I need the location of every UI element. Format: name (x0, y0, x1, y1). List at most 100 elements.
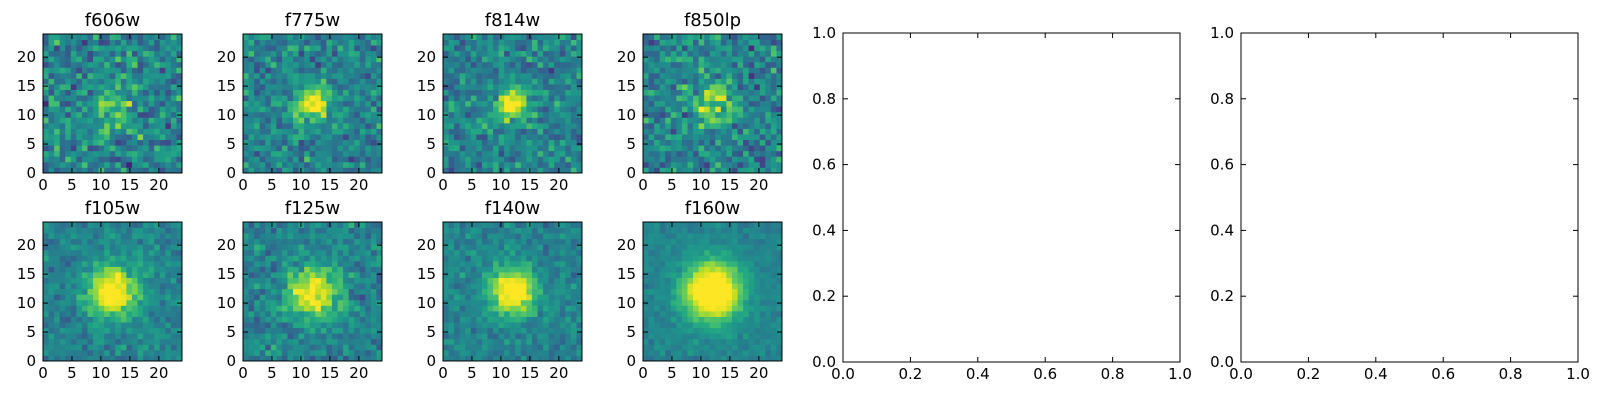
heatmap-cell (365, 34, 372, 40)
heatmap-cell (265, 50, 272, 57)
heatmap-cell (376, 39, 383, 46)
heatmap-cell (476, 50, 483, 57)
heatmap-cell (331, 39, 338, 46)
heatmap-cell (531, 255, 538, 262)
heatmap-cell (681, 283, 688, 290)
heatmap-cell (93, 322, 99, 329)
heatmap-cell (243, 316, 249, 323)
heatmap-cell (265, 338, 272, 345)
heatmap-cell (154, 316, 161, 323)
heatmap-cell (270, 145, 277, 152)
heatmap-cell (248, 294, 255, 301)
heatmap-cell (54, 78, 61, 85)
heatmap-cell (81, 117, 88, 124)
heatmap-cell (148, 333, 155, 340)
heatmap-cell (359, 277, 366, 284)
heatmap-cell (254, 78, 261, 85)
heatmap-cell (243, 145, 249, 152)
heatmap-cell (81, 288, 88, 295)
heatmap-cell (93, 327, 99, 334)
heatmap-cell (93, 260, 99, 267)
heatmap-cell (304, 222, 311, 228)
heatmap-cell (287, 89, 294, 96)
heatmap-cell (765, 95, 772, 102)
heatmap-cell (315, 244, 322, 251)
heatmap-cell (476, 288, 483, 295)
heatmap-cell (687, 111, 694, 118)
heatmap-cell (554, 150, 561, 157)
heatmap-cell (120, 233, 127, 240)
heatmap-cell (548, 255, 555, 262)
heatmap-cell (337, 122, 344, 129)
heatmap-cell (448, 72, 455, 79)
heatmap-cell (48, 111, 55, 118)
heatmap-cell (576, 56, 583, 63)
heatmap-cell (65, 272, 72, 278)
heatmap-cell (109, 327, 116, 334)
heatmap-cell (81, 283, 88, 290)
heatmap-cell (309, 167, 316, 174)
heatmap-cell (648, 56, 655, 63)
heatmap-cell (293, 56, 299, 63)
heatmap-cell (326, 139, 333, 146)
heatmap-cell (165, 222, 172, 228)
heatmap-cell (287, 244, 294, 251)
heatmap-cell (354, 122, 361, 129)
heatmap-cell (665, 277, 672, 284)
heatmap-cell (676, 310, 683, 317)
heatmap-cell (287, 316, 294, 323)
heatmap-cell (376, 288, 383, 295)
heatmap-cell (165, 56, 172, 63)
heatmap-cell (676, 67, 683, 74)
heatmap-cell (537, 128, 544, 135)
heatmap-cell (548, 266, 555, 273)
heatmap-cell (326, 61, 333, 68)
heatmap-cell (359, 134, 366, 141)
heatmap-cell (520, 310, 527, 317)
heatmap-cell (65, 161, 72, 168)
heatmap-cell (709, 117, 716, 124)
heatmap-cell (704, 100, 711, 107)
heatmap-cell (509, 227, 516, 234)
heatmap-cell (698, 316, 705, 323)
heatmap-cell (676, 78, 683, 85)
heatmap-cell (526, 249, 533, 256)
heatmap-cell (548, 39, 555, 46)
heatmap-cell (143, 34, 150, 40)
heatmap-cell (304, 106, 311, 113)
heatmap-cell (109, 128, 116, 135)
heatmap-cell (131, 260, 138, 267)
heatmap-cell (448, 305, 455, 312)
heatmap-cell (515, 238, 522, 245)
heatmap-cell (348, 139, 355, 146)
heatmap-cell (170, 134, 177, 141)
heatmap-cell (326, 56, 333, 63)
heatmap-cell (765, 117, 772, 124)
heatmap-cell (43, 39, 49, 46)
heatmap-cell (254, 106, 261, 113)
heatmap-cell (359, 283, 366, 290)
heatmap-cell (298, 72, 305, 79)
heatmap-cell (98, 338, 105, 345)
heatmap-cell (120, 260, 127, 267)
heatmap-cell (576, 338, 583, 345)
heatmap-cell (676, 117, 683, 124)
heatmap-cell (126, 283, 133, 290)
heatmap-cell (465, 89, 472, 96)
heatmap-cell (98, 156, 105, 163)
y-tick-label: 10 (617, 106, 636, 124)
heatmap-cell (643, 134, 649, 141)
heatmap-cell (687, 338, 694, 345)
heatmap-cell (165, 50, 172, 57)
heatmap-cell (370, 327, 377, 334)
heatmap-cell (481, 150, 488, 157)
heatmap-cell (715, 45, 722, 52)
heatmap-cell (281, 349, 288, 356)
heatmap-cell (765, 145, 772, 152)
heatmap-cell (554, 355, 561, 362)
heatmap-cell (120, 322, 127, 329)
heatmap-cell (365, 50, 372, 57)
heatmap-cell (243, 249, 249, 256)
heatmap-cell (43, 288, 49, 295)
heatmap-cell (331, 72, 338, 79)
